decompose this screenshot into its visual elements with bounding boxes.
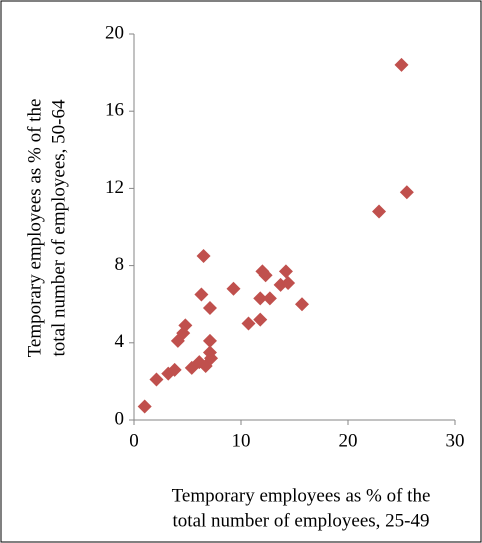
y-axis-label: total number of employees, 50-64 — [48, 99, 69, 356]
scatter-point — [149, 372, 164, 387]
scatter-point — [226, 281, 241, 296]
scatter-point — [253, 291, 268, 306]
scatter-point — [241, 316, 256, 331]
scatter-point — [294, 297, 309, 312]
y-tick-label: 0 — [115, 408, 125, 429]
scatter-point — [281, 275, 296, 290]
scatter-point — [278, 264, 293, 279]
x-tick-label: 0 — [129, 430, 139, 451]
scatter-point — [202, 333, 217, 348]
scatter-point — [394, 57, 409, 72]
x-axis-label: total number of employees, 25-49 — [173, 510, 430, 531]
scatter-point — [253, 312, 268, 327]
scatter-point — [258, 268, 273, 283]
scatter-point — [262, 291, 277, 306]
scatter-point — [194, 287, 209, 302]
scatter-point — [202, 301, 217, 316]
scatter-point — [204, 351, 219, 366]
scatter-point — [399, 185, 414, 200]
x-axis-label: Temporary employees as % of the — [172, 485, 431, 506]
scatter-point — [196, 248, 211, 263]
y-tick-label: 12 — [105, 177, 124, 198]
y-tick-label: 20 — [105, 22, 124, 43]
scatter-point — [372, 204, 387, 219]
scatter-point — [167, 362, 182, 377]
x-tick-label: 20 — [339, 430, 358, 451]
y-tick-label: 4 — [115, 331, 125, 352]
y-tick-label: 8 — [115, 254, 125, 275]
scatter-point — [137, 399, 152, 414]
scatter-point — [178, 318, 193, 333]
x-tick-label: 10 — [232, 430, 251, 451]
y-axis-label: Temporary employees as % of the — [24, 99, 45, 358]
y-tick-label: 16 — [105, 100, 124, 121]
x-tick-label: 30 — [446, 430, 465, 451]
